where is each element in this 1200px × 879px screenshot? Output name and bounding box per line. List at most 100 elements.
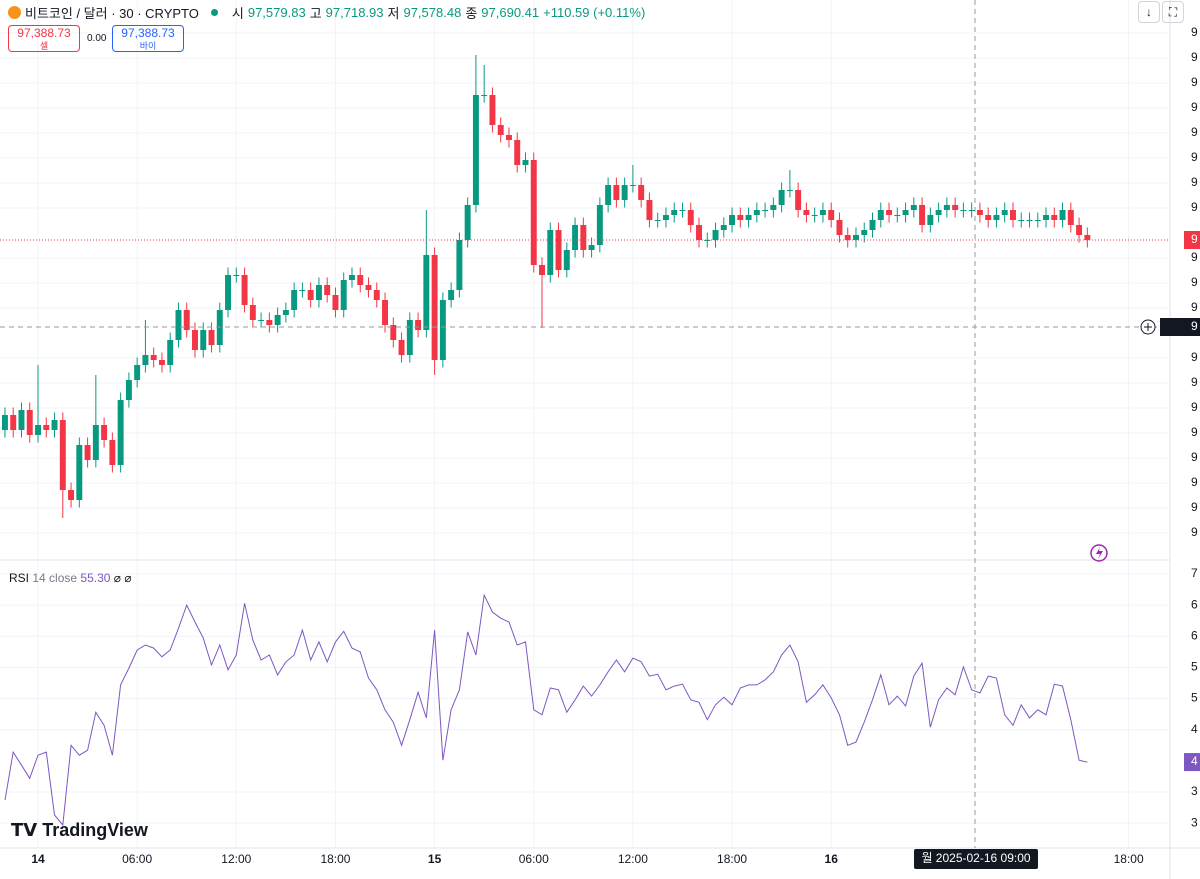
y-tick-label: 9 (1191, 200, 1198, 214)
open-value: 97,579.83 (247, 5, 306, 20)
fullscreen-button[interactable]: ⛶ (1162, 1, 1184, 23)
candle-body (572, 225, 579, 250)
x-tick-label: 18:00 (717, 852, 747, 866)
rsi-last-label: 4 (1191, 754, 1198, 768)
candle-body (654, 220, 661, 221)
candle-body (10, 415, 17, 430)
y-tick-label: 5 (1191, 691, 1198, 705)
candle-body (357, 275, 364, 285)
marks (0, 55, 1170, 827)
candle-body (968, 210, 975, 211)
candle-body (158, 360, 165, 365)
candle-body (307, 290, 314, 300)
candle-body (109, 440, 116, 465)
candle-body (662, 215, 669, 220)
y-tick-label: 9 (1191, 150, 1198, 164)
candle-body (1051, 215, 1058, 220)
candle-body (935, 210, 942, 215)
candle-body (803, 210, 810, 215)
candle-body (621, 185, 628, 200)
candle-body (605, 185, 612, 205)
y-tick-label: 9 (1191, 525, 1198, 539)
candle-body (208, 330, 215, 345)
candle-body (1076, 225, 1083, 235)
candle-body (869, 220, 876, 230)
crosshair-price-label: 9 (1191, 319, 1198, 333)
candle-body (472, 95, 479, 205)
buy-price: 97,388.73 (121, 26, 175, 40)
crosshair-time-box (914, 849, 1038, 869)
candle-body (125, 380, 132, 400)
candle-body (753, 210, 760, 215)
candle-body (489, 95, 496, 125)
rsi-icons[interactable]: ⌀ ⌀ (113, 571, 132, 585)
candle-body (340, 280, 347, 310)
candle-body (266, 320, 273, 325)
candle-body (324, 285, 331, 295)
candle-body (828, 210, 835, 220)
candle-body (282, 310, 289, 315)
candle-body (448, 290, 455, 300)
candle-body (1001, 210, 1008, 215)
y-tick-label: 9 (1191, 350, 1198, 364)
y-tick-label: 9 (1191, 425, 1198, 439)
download-button[interactable]: ↓ (1138, 1, 1160, 23)
crosshair-price-box (1160, 318, 1200, 336)
watermark: 𝗧𝗩 TradingView (11, 820, 148, 841)
candle-body (1059, 210, 1066, 220)
rsi-title: RSI (9, 571, 30, 585)
symbol[interactable]: 비트코인 / 달러 · 30 · CRYPTO (25, 6, 199, 21)
candle-body (415, 320, 422, 330)
candle-body (59, 420, 66, 490)
sell-button[interactable]: 97,388.73 셀 (8, 25, 80, 52)
candle-body (142, 355, 149, 365)
candle-body (134, 365, 141, 380)
x-tick-label: 15 (428, 852, 442, 866)
y-tick-label: 9 (1191, 50, 1198, 64)
candle-body (167, 340, 174, 365)
candle-body (423, 255, 430, 330)
x-tick-label: 18:00 (1114, 852, 1144, 866)
x-tick-label: 18:00 (320, 852, 350, 866)
x-tick-label: 16 (825, 852, 839, 866)
candle-body (588, 245, 595, 250)
buy-button[interactable]: 97,388.73 바이 (112, 25, 184, 52)
coin-icon (8, 6, 21, 19)
candle-body (117, 400, 124, 465)
y-tick-label: 6 (1191, 597, 1198, 611)
candle-body (960, 210, 967, 211)
candle-body (993, 215, 1000, 220)
watermark-logo: 𝗧𝗩 (11, 820, 43, 840)
open-label: 시 (231, 6, 244, 21)
candle-body (927, 215, 934, 225)
candle-body (877, 210, 884, 220)
candle-body (291, 290, 298, 310)
candle-body (1009, 210, 1016, 220)
candle-body (886, 210, 893, 215)
x-tick-label: 06:00 (519, 852, 549, 866)
candle-body (985, 215, 992, 220)
close-label: 종 (465, 6, 478, 21)
candle-body (762, 210, 769, 211)
candle-body (26, 410, 33, 435)
y-tick-label: 9 (1191, 300, 1198, 314)
crosshair-plus-sign (1144, 323, 1152, 331)
y-tick-label: 3 (1191, 784, 1198, 798)
candle-body (679, 210, 686, 211)
candle-body (952, 205, 959, 210)
candle-body (258, 320, 265, 321)
candle-body (35, 425, 41, 435)
candle-body (1034, 220, 1041, 221)
candle-body (514, 140, 521, 165)
y-tick-label: 9 (1191, 375, 1198, 389)
grid (0, 0, 1170, 848)
candle-body (894, 215, 901, 216)
candle-body (861, 230, 868, 235)
candle-body (406, 320, 413, 355)
candle-body (770, 205, 777, 210)
candle-body (555, 230, 562, 270)
alert-icon[interactable] (1090, 544, 1108, 562)
candle-body (547, 230, 554, 275)
candle-body (1, 415, 8, 430)
